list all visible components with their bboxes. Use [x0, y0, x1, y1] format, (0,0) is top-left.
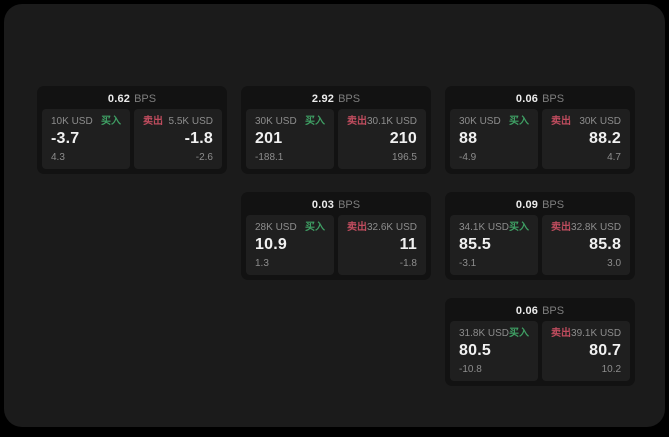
- buy-panel[interactable]: 34.1K USD 买入 85.5 -3.1: [450, 215, 539, 275]
- tile-header: 0.62 BPS: [37, 86, 227, 109]
- spread-bps-value: 0.06: [515, 92, 539, 105]
- sell-panel[interactable]: 卖出 5.5K USD -1.8 -2.6: [134, 109, 222, 169]
- sell-panel[interactable]: 卖出 30.1K USD 210 196.5: [337, 109, 426, 169]
- price-tile: 0.06 BPS 30K USD 买入 88 -4.9 卖出 30K USD: [445, 86, 635, 174]
- buy-price: 80.5: [459, 342, 491, 359]
- sell-amount: 30.1K USD: [366, 116, 417, 127]
- buy-side-label: 买入: [509, 328, 530, 339]
- tile-panels: 30K USD 买入 201 -188.1 卖出 30.1K USD 210 1…: [241, 109, 431, 174]
- buy-side-label: 买入: [304, 222, 325, 233]
- sell-sub-value: 10.2: [601, 364, 622, 375]
- sell-amount: 39.1K USD: [571, 328, 622, 339]
- price-tile: 2.92 BPS 30K USD 买入 201 -188.1 卖出 30.1K …: [241, 86, 431, 174]
- buy-amount: 34.1K USD: [459, 222, 510, 233]
- buy-price: -3.7: [51, 130, 80, 147]
- sell-price: 210: [389, 130, 417, 147]
- tile-header: 0.03 BPS: [241, 192, 431, 215]
- tile-panels: 28K USD 买入 10.9 1.3 卖出 32.6K USD 11 -1.8: [241, 215, 431, 280]
- sell-panel[interactable]: 卖出 30K USD 88.2 4.7: [542, 109, 630, 169]
- spread-bps-unit: BPS: [338, 92, 361, 105]
- sell-side-label: 卖出: [346, 116, 367, 127]
- spread-bps-value: 0.62: [107, 92, 131, 105]
- buy-side-label: 买入: [509, 116, 529, 127]
- sell-sub-value: 4.7: [607, 152, 621, 163]
- buy-panel[interactable]: 30K USD 买入 201 -188.1: [246, 109, 334, 169]
- spread-bps-unit: BPS: [134, 92, 157, 105]
- spread-bps-value: 0.09: [515, 198, 539, 211]
- spread-bps-unit: BPS: [542, 92, 565, 105]
- price-tile: 0.06 BPS 31.8K USD 买入 80.5 -10.8 卖出 39.1…: [445, 298, 635, 386]
- spread-bps-value: 2.92: [311, 92, 335, 105]
- sell-price: 85.8: [589, 236, 622, 253]
- buy-price: 85.5: [459, 236, 491, 253]
- sell-sub-value: -1.8: [399, 258, 417, 269]
- buy-panel[interactable]: 30K USD 买入 88 -4.9: [450, 109, 538, 169]
- buy-amount: 28K USD: [255, 222, 297, 233]
- tile-header: 0.06 BPS: [445, 86, 635, 109]
- buy-amount: 30K USD: [459, 116, 501, 127]
- sell-panel[interactable]: 卖出 39.1K USD 80.7 10.2: [542, 321, 631, 381]
- buy-sub-value: -10.8: [459, 364, 482, 375]
- buy-panel[interactable]: 28K USD 买入 10.9 1.3: [246, 215, 334, 275]
- buy-sub-value: 1.3: [255, 258, 269, 269]
- app-window: 0.62 BPS 10K USD 买入 -3.7 4.3 卖出 5.5K USD: [4, 4, 665, 427]
- sell-price: 11: [399, 236, 417, 253]
- buy-amount: 10K USD: [51, 116, 93, 127]
- sell-panel[interactable]: 卖出 32.6K USD 11 -1.8: [337, 215, 426, 275]
- sell-sub-value: -2.6: [195, 152, 213, 163]
- buy-sub-value: -4.9: [459, 152, 477, 163]
- sell-amount: 32.8K USD: [571, 222, 622, 233]
- sell-amount: 32.6K USD: [366, 222, 417, 233]
- sell-side-label: 卖出: [551, 328, 572, 339]
- buy-side-label: 买入: [509, 222, 530, 233]
- spread-bps-value: 0.06: [515, 304, 539, 317]
- buy-price: 201: [255, 130, 283, 147]
- buy-price: 10.9: [255, 236, 287, 253]
- price-tile: 0.03 BPS 28K USD 买入 10.9 1.3 卖出 32.6K US…: [241, 192, 431, 280]
- sell-side-label: 卖出: [551, 222, 572, 233]
- tile-panels: 34.1K USD 买入 85.5 -3.1 卖出 32.8K USD 85.8…: [445, 215, 635, 280]
- sell-side-label: 卖出: [346, 222, 367, 233]
- sell-side-label: 卖出: [143, 116, 163, 127]
- price-tile: 0.62 BPS 10K USD 买入 -3.7 4.3 卖出 5.5K USD: [37, 86, 227, 174]
- price-tile-grid: 0.62 BPS 10K USD 买入 -3.7 4.3 卖出 5.5K USD: [37, 86, 635, 386]
- tile-header: 0.09 BPS: [445, 192, 635, 215]
- spread-bps-unit: BPS: [338, 198, 361, 211]
- spread-bps-unit: BPS: [542, 198, 565, 211]
- buy-price: 88: [459, 130, 478, 147]
- buy-sub-value: -188.1: [255, 152, 284, 163]
- tile-panels: 30K USD 买入 88 -4.9 卖出 30K USD 88.2 4.7: [445, 109, 635, 174]
- buy-sub-value: -3.1: [459, 258, 477, 269]
- buy-side-label: 买入: [304, 116, 325, 127]
- buy-side-label: 买入: [101, 116, 121, 127]
- price-tile: 0.09 BPS 34.1K USD 买入 85.5 -3.1 卖出 32.8K…: [445, 192, 635, 280]
- sell-sub-value: 196.5: [391, 152, 417, 163]
- tile-header: 0.06 BPS: [445, 298, 635, 321]
- sell-price: 80.7: [589, 342, 622, 359]
- buy-sub-value: 4.3: [51, 152, 65, 163]
- buy-panel[interactable]: 31.8K USD 买入 80.5 -10.8: [450, 321, 539, 381]
- sell-panel[interactable]: 卖出 32.8K USD 85.8 3.0: [542, 215, 631, 275]
- sell-price: 88.2: [589, 130, 621, 147]
- sell-amount: 5.5K USD: [168, 116, 213, 127]
- tile-panels: 31.8K USD 买入 80.5 -10.8 卖出 39.1K USD 80.…: [445, 321, 635, 386]
- buy-amount: 30K USD: [255, 116, 297, 127]
- tile-header: 2.92 BPS: [241, 86, 431, 109]
- sell-sub-value: 3.0: [607, 258, 622, 269]
- tile-panels: 10K USD 买入 -3.7 4.3 卖出 5.5K USD -1.8 -2.…: [37, 109, 227, 174]
- spread-bps-unit: BPS: [542, 304, 565, 317]
- buy-panel[interactable]: 10K USD 买入 -3.7 4.3: [42, 109, 130, 169]
- buy-amount: 31.8K USD: [459, 328, 510, 339]
- spread-bps-value: 0.03: [311, 198, 335, 211]
- sell-price: -1.8: [184, 130, 213, 147]
- sell-amount: 30K USD: [579, 116, 621, 127]
- sell-side-label: 卖出: [551, 116, 571, 127]
